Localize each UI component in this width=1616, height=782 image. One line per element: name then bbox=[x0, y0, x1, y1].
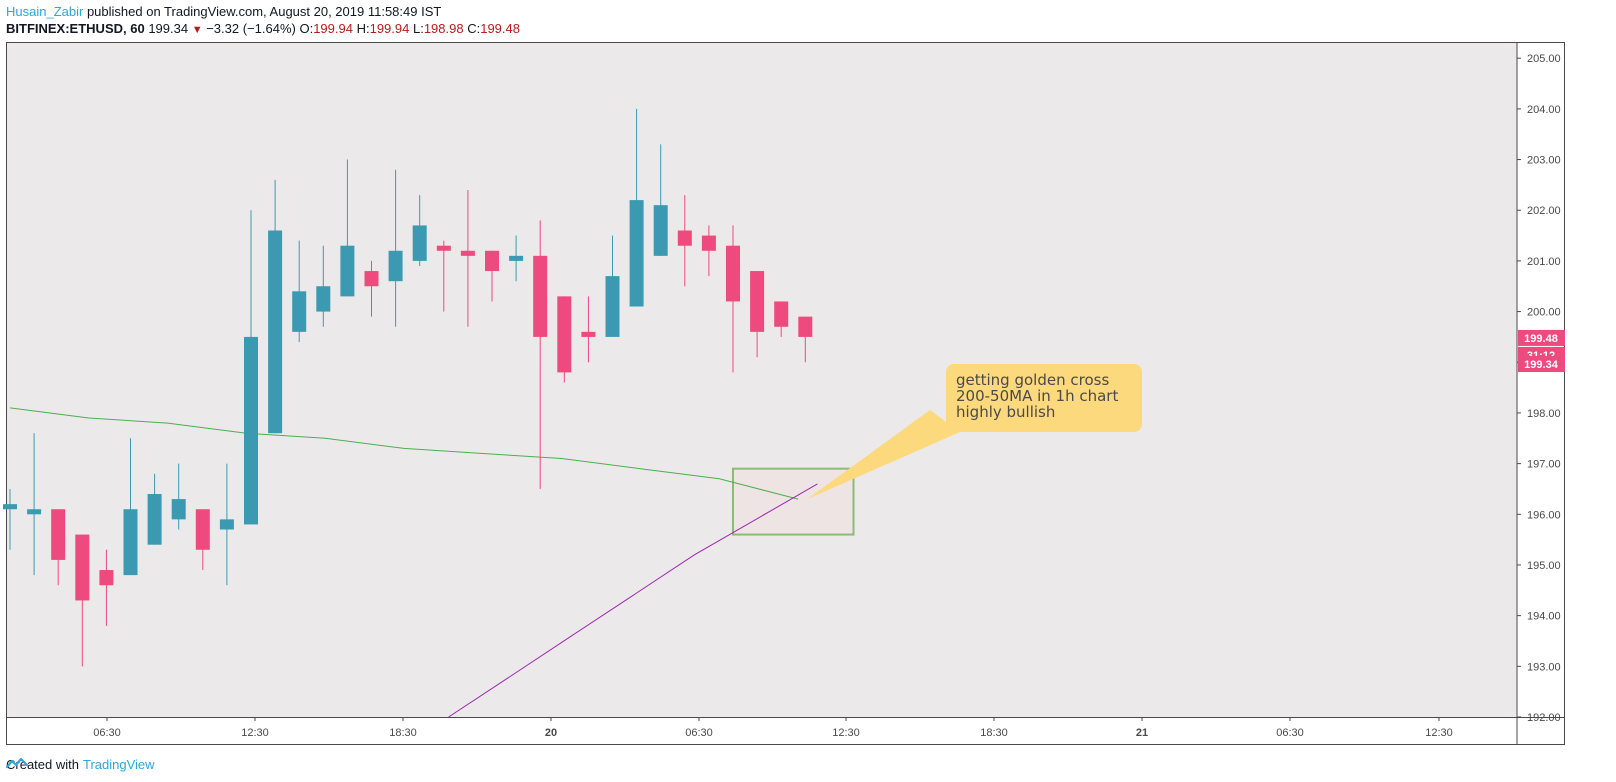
candle-body bbox=[509, 255, 524, 261]
plot-area bbox=[7, 43, 1517, 717]
candle-body bbox=[123, 509, 138, 576]
high-label: H: bbox=[356, 21, 370, 36]
x-tick-label: 06:30 bbox=[685, 727, 713, 739]
annotation-callout[interactable]: getting golden cross 200-50MA in 1h char… bbox=[946, 364, 1142, 432]
candle-body bbox=[629, 200, 644, 307]
last-price: 199.34 bbox=[148, 21, 189, 36]
x-tick-label: 06:30 bbox=[1276, 727, 1304, 739]
candle-body bbox=[219, 519, 234, 530]
annotation-box bbox=[732, 467, 855, 536]
candle-body bbox=[27, 509, 42, 515]
price-tag-bg bbox=[1518, 356, 1565, 373]
footer: Created with TradingView bbox=[6, 757, 155, 773]
y-tick-label: 194.00 bbox=[1527, 611, 1561, 623]
candle-body bbox=[726, 245, 740, 302]
y-tick-label: 197.00 bbox=[1527, 459, 1561, 471]
y-tick-label: 201.00 bbox=[1527, 256, 1561, 268]
candle-body bbox=[533, 255, 548, 337]
x-tick-label: 12:30 bbox=[832, 727, 860, 739]
candle-body bbox=[485, 250, 499, 272]
ma200-line bbox=[9, 407, 799, 500]
candle-body bbox=[244, 336, 258, 525]
candle-body bbox=[99, 570, 114, 586]
candle-body bbox=[557, 296, 572, 373]
x-tick-label: 20 bbox=[545, 727, 557, 739]
y-tick-label: 205.00 bbox=[1527, 53, 1561, 65]
candle-body bbox=[171, 499, 186, 520]
close-value: 199.48 bbox=[480, 21, 520, 36]
candle-body bbox=[412, 225, 427, 261]
down-arrow-icon: ▼ bbox=[191, 24, 203, 36]
candle-body bbox=[340, 245, 355, 297]
y-tick-label: 192.00 bbox=[1527, 712, 1561, 724]
open-label: O: bbox=[299, 21, 314, 36]
x-tick-label: 12:30 bbox=[1425, 727, 1453, 739]
close-label: C: bbox=[467, 21, 481, 36]
x-tick-label: 06:30 bbox=[93, 727, 121, 739]
open-value: 199.94 bbox=[313, 21, 353, 36]
price-tag-lower: 199.34 bbox=[1524, 359, 1559, 371]
x-tick-label: 18:30 bbox=[389, 727, 417, 739]
published-text: published on TradingView.com, August 20,… bbox=[83, 4, 442, 19]
price-tag-bg bbox=[1518, 329, 1565, 346]
y-tick-label: 196.00 bbox=[1527, 509, 1561, 521]
candle-body bbox=[677, 230, 692, 246]
candle-body bbox=[292, 291, 307, 332]
x-tick-label: 12:30 bbox=[241, 727, 269, 739]
ohlc-line: BITFINEX:ETHUSD, 60 199.34 ▼ −3.32 (−1.6… bbox=[6, 21, 520, 38]
price-change: −3.32 (−1.64%) bbox=[206, 21, 296, 36]
candle-body bbox=[147, 494, 162, 545]
candle-body bbox=[3, 504, 17, 510]
candle-body bbox=[195, 509, 210, 550]
candle-body bbox=[750, 271, 765, 332]
y-tick-label: 204.00 bbox=[1527, 104, 1561, 116]
candle-body bbox=[701, 235, 716, 251]
candle-body bbox=[798, 316, 813, 337]
y-tick-label: 203.00 bbox=[1527, 155, 1561, 167]
candle-body bbox=[774, 301, 789, 327]
tradingview-link[interactable]: TradingView bbox=[82, 757, 155, 772]
x-tick-label: 21 bbox=[1136, 727, 1148, 739]
candle-body bbox=[268, 230, 283, 434]
candle-body bbox=[460, 250, 475, 256]
low-label: L: bbox=[412, 21, 424, 36]
price-tag-upper: 199.48 bbox=[1524, 333, 1558, 345]
ma50-line bbox=[448, 483, 818, 718]
candle-body bbox=[581, 331, 596, 337]
x-tick-label: 18:30 bbox=[980, 727, 1008, 739]
y-tick-label: 193.00 bbox=[1527, 661, 1561, 673]
candle-body bbox=[75, 534, 90, 601]
callout-pointer bbox=[807, 410, 960, 500]
candle-body bbox=[388, 250, 403, 282]
y-tick-label: 200.00 bbox=[1527, 307, 1561, 319]
y-tick-label: 198.00 bbox=[1527, 408, 1561, 420]
candle-body bbox=[316, 286, 331, 312]
candle-body bbox=[436, 245, 451, 251]
y-tick-label: 195.00 bbox=[1527, 560, 1561, 572]
low-value: 198.98 bbox=[423, 21, 464, 36]
candle-body bbox=[605, 276, 620, 337]
publish-line: Husain_Zabir published on TradingView.co… bbox=[6, 4, 441, 20]
candle-body bbox=[653, 205, 668, 256]
candle-body bbox=[364, 271, 379, 287]
candle-body bbox=[51, 509, 66, 560]
symbol-label: BITFINEX:ETHUSD, 60 bbox=[6, 21, 145, 36]
y-tick-label: 202.00 bbox=[1527, 205, 1561, 217]
tradingview-logo-icon bbox=[6, 757, 28, 769]
author-link[interactable]: Husain_Zabir bbox=[6, 4, 84, 19]
high-value: 199.94 bbox=[369, 21, 410, 36]
